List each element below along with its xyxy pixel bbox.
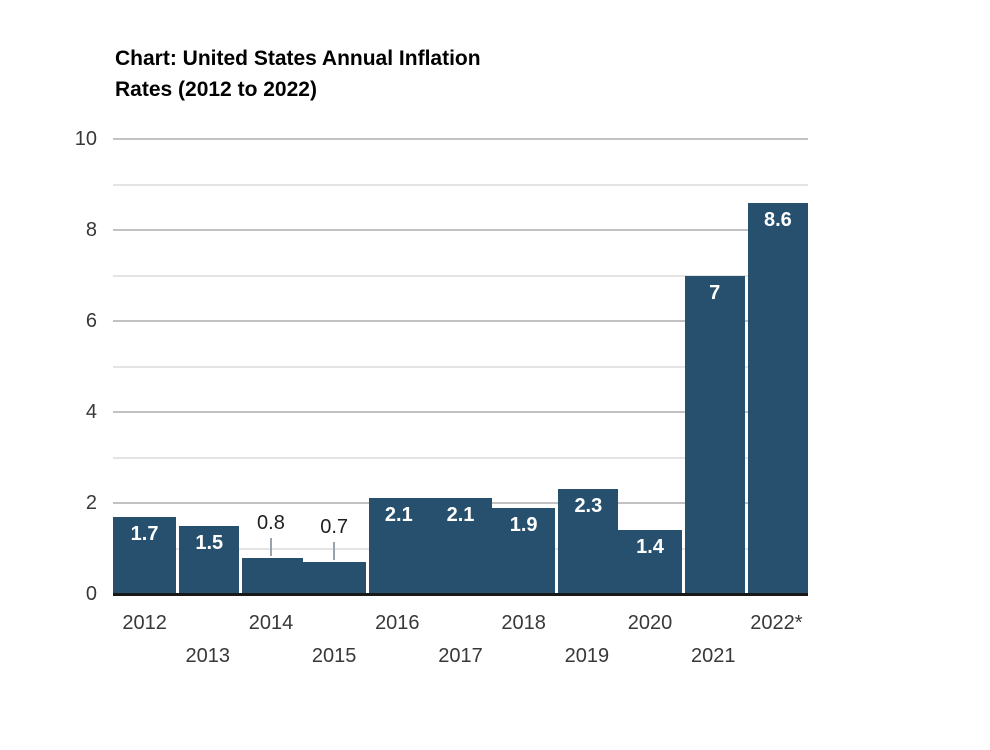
bar-value-label: 2.1 [446, 504, 475, 527]
x-tick-label-2016: 2016 [375, 612, 420, 634]
minor-gridline-5 [113, 365, 808, 368]
y-tick-label-0: 0 [85, 583, 97, 605]
bar-2019: 2.3 [558, 489, 619, 594]
x-tick-label-2019: 2019 [564, 645, 610, 667]
x-tick-label-2018: 2018 [501, 612, 546, 634]
bar-2012: 1.7 [113, 516, 177, 594]
bar-value-label: 0.7 [320, 516, 349, 539]
y-tick-label-6: 6 [85, 310, 97, 332]
chart-title-line2: Rates (2012 to 2022) [115, 78, 317, 101]
bar-value-label: 1.7 [130, 522, 159, 545]
minor-gridline-7 [113, 274, 808, 277]
x-tick-label-2020: 2020 [627, 612, 673, 634]
bar-2014 [242, 557, 303, 594]
bar-2015 [302, 562, 366, 594]
label-leader-line [333, 542, 336, 561]
bar-value-label: 2.3 [574, 495, 603, 518]
bar-2013: 1.5 [179, 525, 240, 594]
bar-2021: 7 [684, 275, 745, 594]
bar-2020: 1.4 [618, 530, 682, 594]
x-tick-label-2015: 2015 [311, 645, 357, 667]
chart-title-line1: Chart: United States Annual Inflation [115, 47, 481, 70]
major-gridline-6 [113, 320, 808, 322]
x-tick-label-2013: 2013 [185, 645, 231, 667]
x-tick-label-2021: 2021 [690, 645, 736, 667]
y-tick-label-2: 2 [85, 492, 97, 514]
bar-value-label: 7 [709, 281, 721, 304]
label-leader-line [269, 537, 272, 556]
bar-value-label: 8.6 [763, 208, 792, 231]
bar-2017: 2.1 [428, 498, 493, 594]
y-tick-label-8: 8 [85, 219, 97, 241]
x-axis-baseline [113, 593, 808, 596]
minor-gridline-3 [113, 456, 808, 459]
plot-area: 1.7 1.5 2.1 2.1 1.9 2.3 1.4 7 8.6 [113, 138, 808, 596]
bar-2016: 2.1 [368, 498, 429, 594]
major-gridline-10 [113, 138, 808, 140]
major-gridline-4 [113, 411, 808, 413]
bar-value-label: 1.9 [509, 513, 538, 536]
x-tick-label-2017: 2017 [438, 645, 483, 667]
bar-value-label: 0.8 [257, 511, 285, 534]
x-tick-label-2014: 2014 [248, 612, 294, 634]
bar-2018: 1.9 [492, 507, 556, 594]
y-tick-label-10: 10 [74, 128, 97, 150]
major-gridline-8 [113, 229, 808, 231]
bar-value-label: 1.5 [195, 531, 224, 554]
x-tick-label-2022*: 2022* [750, 612, 803, 634]
y-tick-label-4: 4 [85, 401, 97, 423]
minor-gridline-9 [113, 183, 808, 186]
chart-title: Chart: United States Annual Inflation Ra… [115, 43, 481, 105]
bar-value-label: 1.4 [636, 536, 664, 559]
bar-2022*: 8.6 [747, 202, 808, 594]
bar-value-label: 2.1 [384, 504, 413, 527]
x-tick-label-2012: 2012 [122, 612, 167, 634]
